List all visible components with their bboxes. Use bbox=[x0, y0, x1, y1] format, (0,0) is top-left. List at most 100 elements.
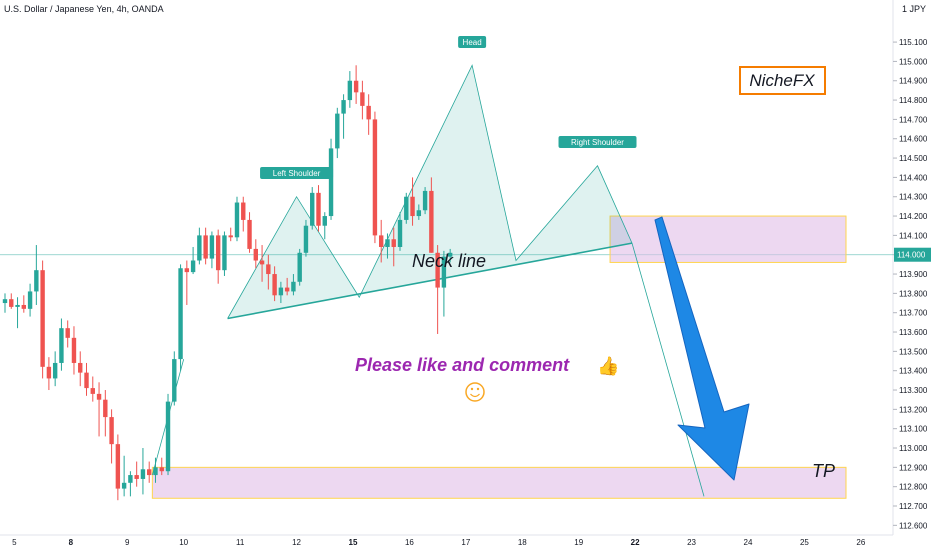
candle bbox=[178, 264, 183, 371]
price-tick-label: 113.000 bbox=[899, 444, 928, 453]
candle bbox=[197, 227, 202, 265]
candle bbox=[247, 212, 252, 253]
head-shoulders-outline bbox=[227, 64, 633, 319]
candle-body bbox=[328, 148, 334, 217]
candle-body bbox=[303, 225, 309, 253]
price-tick-label: 114.800 bbox=[899, 96, 928, 105]
candle bbox=[284, 277, 290, 296]
candle-body bbox=[84, 372, 89, 389]
candle-body bbox=[40, 270, 45, 367]
candle-body bbox=[203, 235, 208, 259]
candle bbox=[391, 227, 396, 267]
candle bbox=[9, 293, 14, 309]
price-tick-label: 112.700 bbox=[899, 502, 928, 511]
candle bbox=[52, 351, 58, 387]
price-tick-label: 113.700 bbox=[899, 309, 928, 318]
candle-body bbox=[27, 291, 33, 309]
candle bbox=[441, 250, 447, 317]
smiley-icon bbox=[465, 382, 485, 402]
candle bbox=[347, 71, 353, 108]
candle bbox=[190, 246, 196, 275]
brand-box bbox=[739, 66, 826, 95]
candle bbox=[310, 187, 315, 230]
time-tick-label: 10 bbox=[179, 538, 188, 547]
candle bbox=[297, 248, 302, 286]
candle bbox=[259, 245, 265, 282]
time-tick-label: 17 bbox=[461, 538, 470, 547]
price-tick-label: 114.400 bbox=[899, 173, 928, 182]
comment-text: Please like and comment bbox=[355, 355, 570, 375]
smiley-mouth bbox=[470, 393, 480, 398]
candle bbox=[27, 283, 33, 317]
right-shoulder-label-box bbox=[558, 136, 637, 148]
candle bbox=[253, 239, 258, 269]
candle-body bbox=[385, 239, 390, 247]
candle bbox=[291, 274, 296, 296]
candle bbox=[228, 227, 233, 242]
current-price-value: 114.000 bbox=[897, 251, 926, 260]
candle-body bbox=[128, 475, 133, 483]
candle-body bbox=[335, 113, 340, 149]
candle bbox=[366, 94, 371, 135]
candle-body bbox=[410, 196, 415, 217]
candle bbox=[272, 266, 277, 302]
candle-body bbox=[266, 264, 271, 275]
candle bbox=[40, 260, 45, 379]
candle bbox=[172, 351, 177, 406]
tp-zone bbox=[151, 466, 847, 499]
candle-body bbox=[291, 281, 296, 292]
chart-title: U.S. Dollar / Japanese Yen, 4h, OANDA bbox=[4, 4, 164, 14]
candle-body bbox=[147, 469, 152, 476]
candle bbox=[2, 293, 8, 313]
time-tick-label: 19 bbox=[574, 538, 583, 547]
price-tick-label: 114.300 bbox=[899, 193, 928, 202]
candle-body bbox=[96, 393, 102, 400]
candle-body bbox=[441, 256, 447, 288]
candle-body bbox=[284, 287, 290, 292]
candle-body bbox=[316, 192, 321, 226]
time-tick-label: 12 bbox=[292, 538, 301, 547]
candle-body bbox=[52, 362, 58, 379]
candle-body bbox=[372, 119, 378, 236]
candle bbox=[303, 219, 309, 257]
price-tick-label: 113.200 bbox=[899, 405, 928, 414]
candle bbox=[266, 254, 271, 290]
candle bbox=[341, 94, 346, 139]
candle bbox=[115, 434, 121, 501]
candle bbox=[65, 320, 70, 348]
candle bbox=[410, 177, 415, 226]
candle bbox=[96, 382, 102, 437]
head-label: Head bbox=[458, 36, 487, 48]
price-tick-label: 112.600 bbox=[899, 521, 928, 530]
candle bbox=[416, 204, 422, 220]
candle-body bbox=[391, 239, 396, 247]
candle-body bbox=[247, 219, 252, 249]
price-tick-label: 115.100 bbox=[899, 38, 928, 47]
candle-body bbox=[46, 366, 52, 379]
price-tick-label: 113.500 bbox=[899, 347, 928, 356]
candle-body bbox=[190, 260, 196, 273]
price-tick-label: 112.900 bbox=[899, 463, 928, 472]
price-tick-label: 113.400 bbox=[899, 367, 928, 376]
candle bbox=[128, 471, 133, 497]
price-tick-label: 113.100 bbox=[899, 425, 928, 434]
price-tick-label: 114.200 bbox=[899, 212, 928, 221]
left-shoulder-label-text: Left Shoulder bbox=[273, 169, 321, 178]
candle bbox=[379, 219, 384, 263]
candle bbox=[215, 229, 221, 284]
price-tick-label: 114.500 bbox=[899, 154, 928, 163]
price-tick-label: 113.900 bbox=[899, 270, 928, 279]
candle bbox=[71, 326, 77, 375]
candle bbox=[353, 65, 359, 104]
candle bbox=[134, 461, 139, 487]
candle-body bbox=[241, 202, 246, 220]
price-tick-label: 114.600 bbox=[899, 135, 928, 144]
candle bbox=[165, 393, 171, 476]
candle bbox=[447, 248, 453, 263]
candle-body bbox=[379, 235, 384, 247]
candle bbox=[103, 390, 108, 437]
time-tick-label: 22 bbox=[631, 538, 640, 547]
candle-body bbox=[34, 270, 39, 292]
candle-body bbox=[447, 252, 453, 257]
